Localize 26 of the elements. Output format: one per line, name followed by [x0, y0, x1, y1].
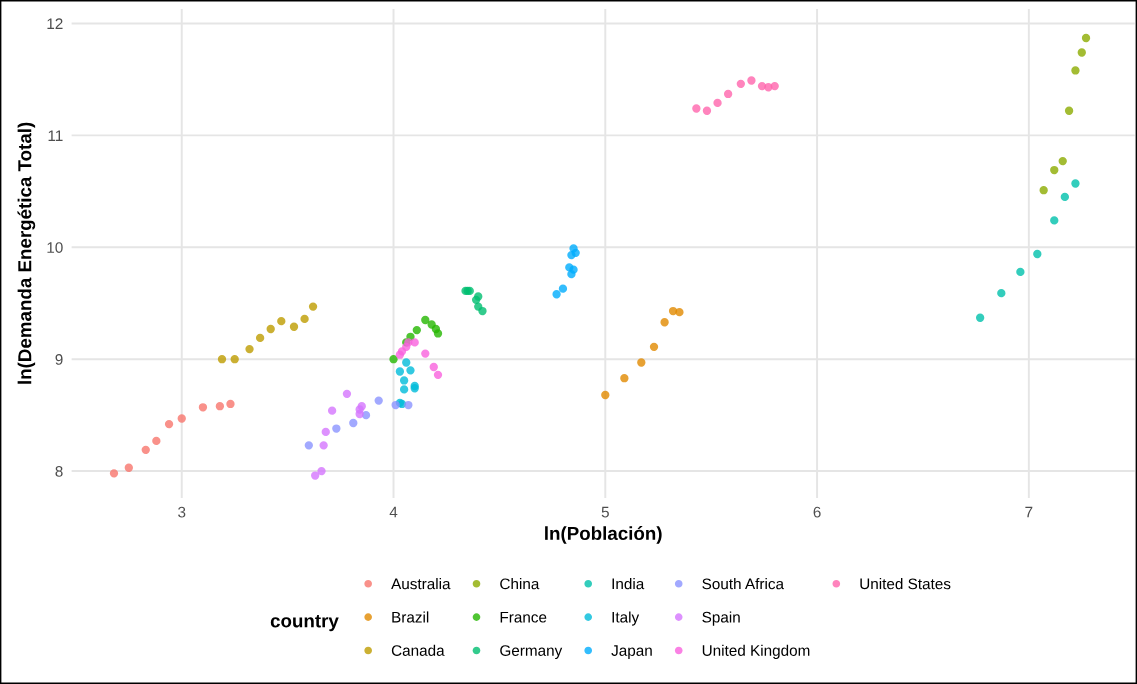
- x-tick-label: 6: [813, 506, 821, 518]
- x-tick-label: 3: [178, 506, 186, 518]
- legend-label: Germany: [500, 645, 563, 659]
- x-tick-label: 4: [389, 506, 398, 518]
- y-tick-label: 10: [47, 242, 63, 253]
- legend-label: Japan: [611, 645, 652, 659]
- legend-label: China: [500, 578, 540, 590]
- legend-label: South Africa: [702, 578, 785, 590]
- x-tick-label: 5: [601, 506, 609, 518]
- legend-label: Spain: [702, 611, 740, 626]
- x-tick-label: 7: [1025, 506, 1033, 518]
- y-tick-label: 8: [55, 465, 63, 477]
- legend-label: Brazil: [392, 611, 429, 623]
- legend-label: Canada: [391, 644, 445, 656]
- legend-label: Australia: [391, 578, 451, 590]
- legend-label: United States: [860, 578, 951, 590]
- legend-label: Italy: [612, 611, 640, 626]
- y-tick-label: 12: [47, 18, 63, 29]
- x-axis-title: ln(Población): [545, 526, 662, 544]
- y-tick-label: 9: [55, 354, 63, 365]
- y-tick-label: 11: [48, 130, 63, 141]
- legend-label: France: [500, 611, 547, 623]
- legend-label: India: [612, 578, 645, 590]
- legend-label: United Kingdom: [702, 644, 810, 659]
- legend-title: country: [270, 615, 339, 632]
- y-axis-title: ln(Demanda Energética Total): [17, 122, 36, 384]
